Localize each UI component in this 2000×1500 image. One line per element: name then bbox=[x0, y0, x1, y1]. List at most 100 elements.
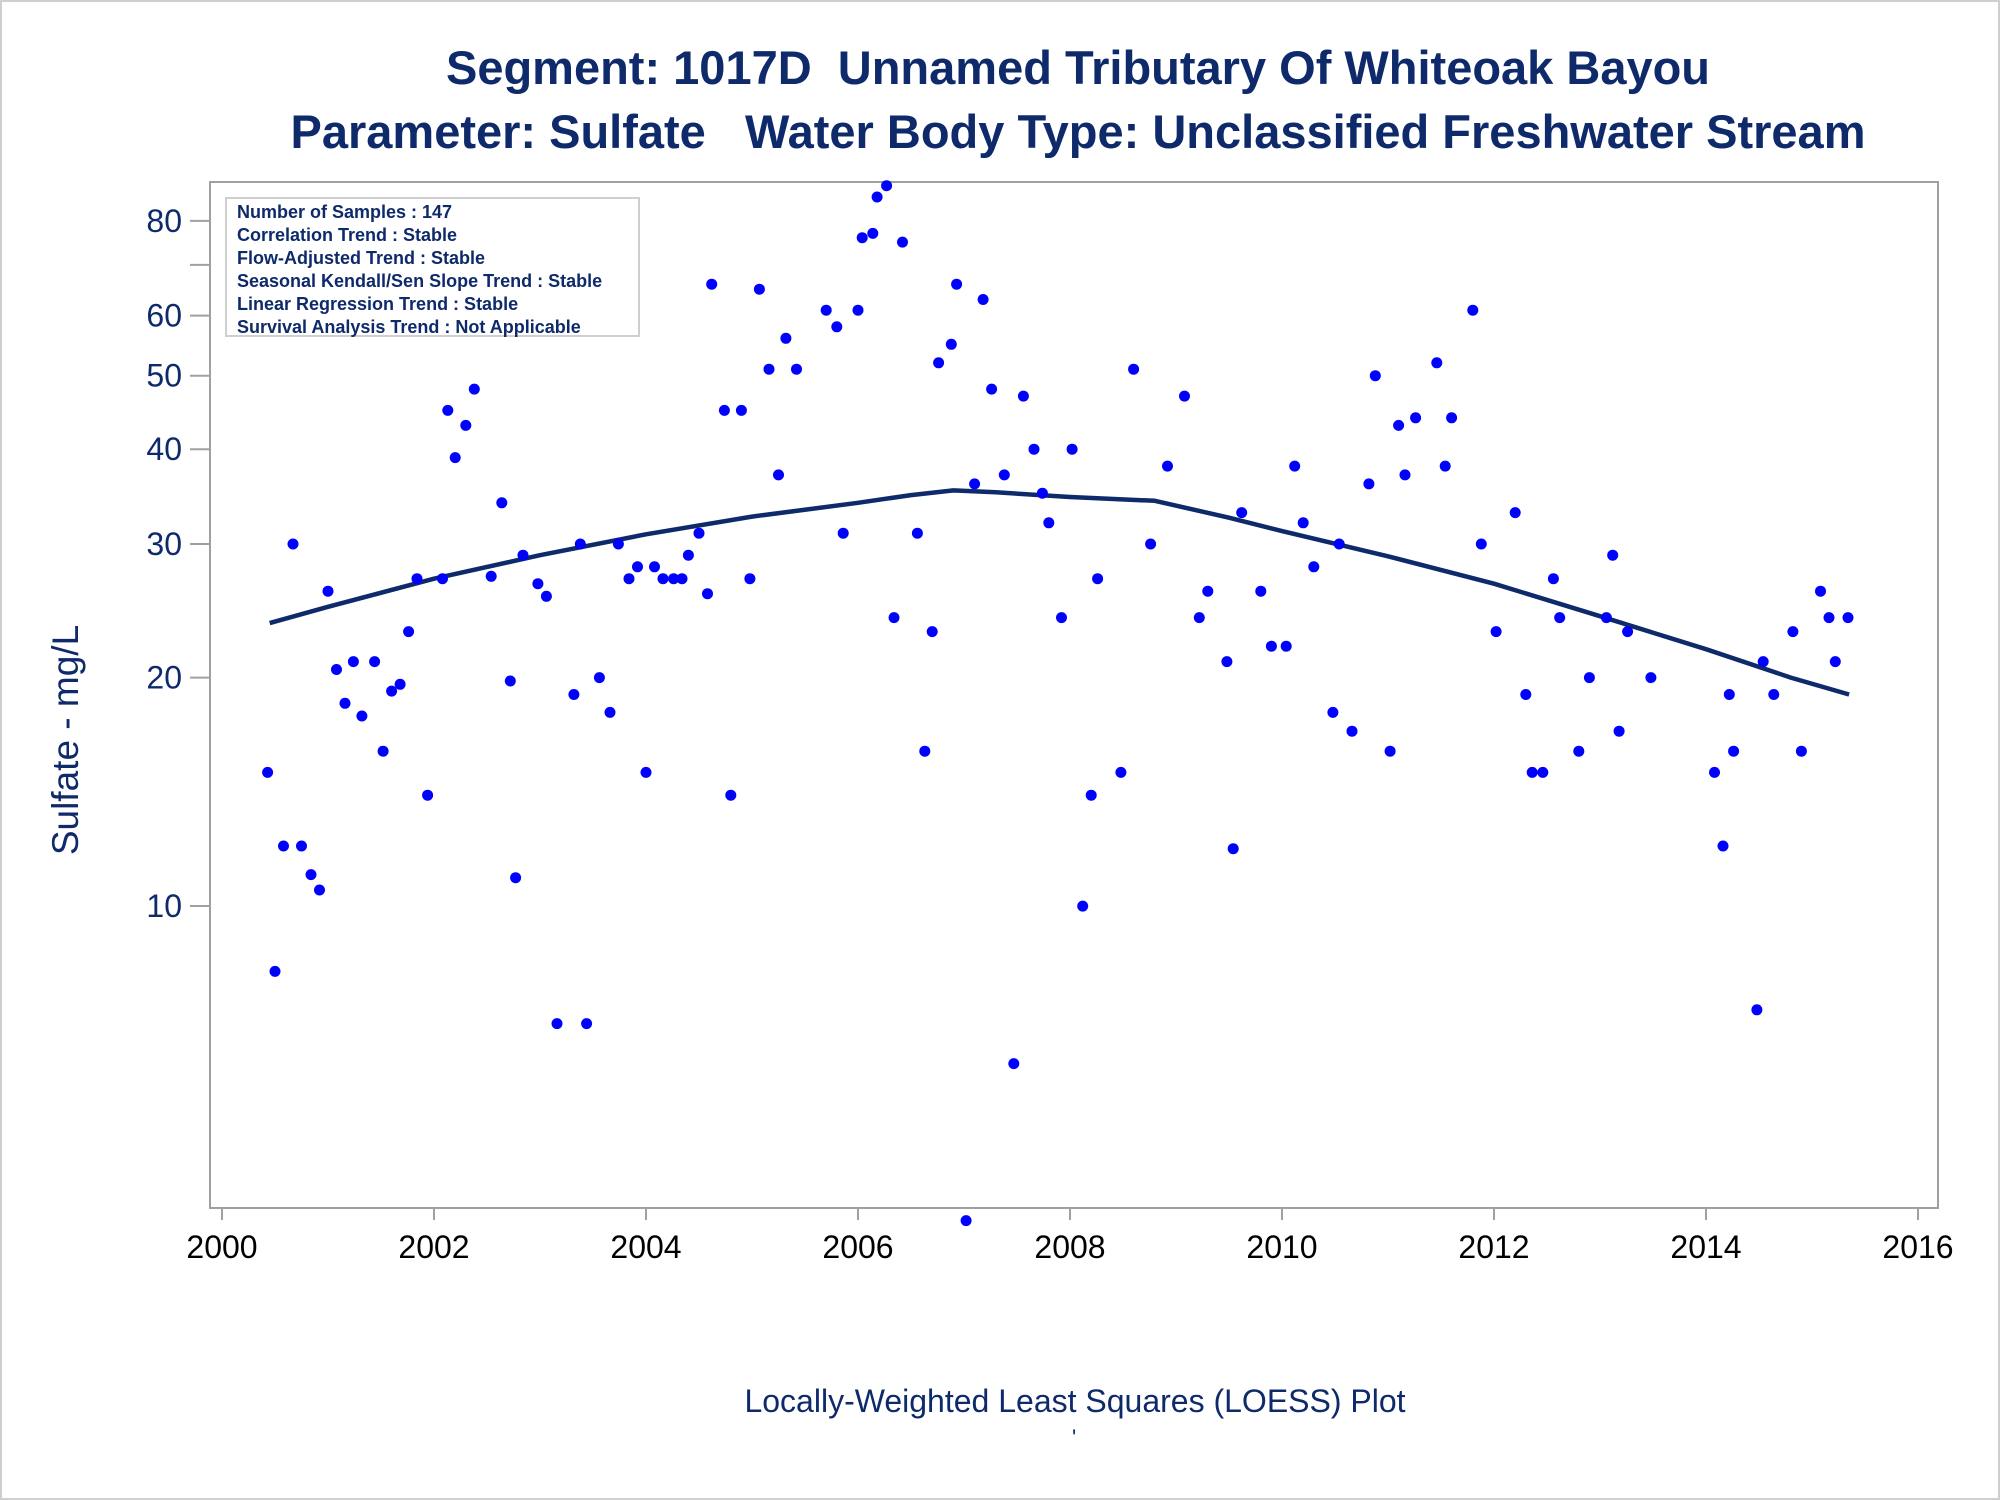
data-point bbox=[278, 840, 289, 852]
data-point bbox=[676, 573, 688, 585]
data-point bbox=[1431, 357, 1443, 369]
data-point bbox=[693, 527, 705, 539]
y-tick-label: 60 bbox=[146, 298, 182, 334]
data-point bbox=[442, 404, 454, 416]
data-point bbox=[998, 469, 1010, 481]
data-point bbox=[1193, 612, 1205, 624]
data-point bbox=[856, 232, 868, 244]
data-point bbox=[1043, 517, 1055, 529]
data-point bbox=[919, 745, 931, 757]
data-point bbox=[1028, 443, 1040, 455]
data-point bbox=[933, 357, 945, 369]
data-point bbox=[668, 573, 680, 585]
data-point bbox=[1145, 538, 1157, 550]
y-tick-label: 20 bbox=[146, 660, 182, 696]
y-tick-label: 80 bbox=[146, 203, 182, 239]
data-point bbox=[1393, 419, 1405, 431]
data-point bbox=[852, 304, 864, 316]
data-point bbox=[867, 227, 879, 239]
data-point bbox=[1162, 460, 1173, 472]
data-point bbox=[702, 588, 713, 600]
data-point bbox=[1179, 390, 1190, 402]
x-tick-label: 2004 bbox=[610, 1229, 681, 1265]
x-tick-label: 2012 bbox=[1458, 1229, 1529, 1265]
data-point bbox=[460, 419, 472, 431]
data-point bbox=[574, 538, 586, 550]
data-point bbox=[682, 549, 694, 561]
data-point bbox=[1085, 789, 1097, 801]
data-point bbox=[1333, 538, 1345, 550]
trend-stat-line: Survival Analysis Trend : Not Applicable bbox=[237, 317, 581, 337]
data-point bbox=[977, 294, 989, 305]
data-point bbox=[296, 840, 307, 852]
data-point bbox=[510, 872, 522, 884]
data-point bbox=[449, 452, 461, 464]
data-point bbox=[356, 710, 368, 722]
data-point bbox=[623, 573, 635, 585]
data-point bbox=[612, 538, 624, 550]
data-point bbox=[1115, 766, 1127, 778]
data-point bbox=[1795, 745, 1807, 757]
chart-title-line-2: Parameter: Sulfate Water Body Type: Uncl… bbox=[290, 105, 1866, 158]
data-point bbox=[1399, 469, 1411, 481]
data-point bbox=[1221, 656, 1233, 668]
trend-stat-line: Correlation Trend : Stable bbox=[237, 225, 458, 245]
data-point bbox=[1709, 766, 1720, 778]
data-point bbox=[517, 549, 529, 561]
data-point bbox=[1227, 843, 1239, 855]
data-point bbox=[1056, 612, 1067, 624]
data-point bbox=[287, 538, 299, 550]
data-point bbox=[871, 191, 883, 203]
data-point bbox=[753, 283, 765, 295]
y-tick-label: 50 bbox=[146, 358, 182, 394]
data-point bbox=[1490, 626, 1502, 638]
data-point bbox=[1439, 460, 1451, 472]
data-point bbox=[322, 585, 334, 597]
data-point bbox=[1645, 672, 1657, 684]
data-point bbox=[1554, 612, 1566, 624]
data-point bbox=[1728, 745, 1740, 757]
plot-frame bbox=[209, 181, 1939, 1209]
data-point bbox=[394, 678, 406, 690]
data-point bbox=[649, 561, 660, 573]
data-point bbox=[403, 626, 415, 638]
data-point bbox=[632, 561, 643, 573]
data-point bbox=[657, 573, 669, 585]
data-point bbox=[1823, 612, 1835, 624]
data-point bbox=[820, 304, 832, 316]
data-point bbox=[1446, 412, 1458, 424]
chart-title-line-1: Segment: 1017D Unnamed Tributary Of Whit… bbox=[445, 41, 1711, 94]
data-point bbox=[331, 664, 342, 675]
trend-stats-box: Number of Samples : 147 Correlation Trend… bbox=[225, 197, 640, 337]
data-point bbox=[437, 573, 448, 585]
data-point bbox=[1622, 626, 1634, 638]
data-point bbox=[1723, 689, 1735, 700]
data-point bbox=[604, 706, 616, 718]
chart-footnote: Locally-Weighted Least Squares (LOESS) P… bbox=[744, 1383, 1406, 1419]
trend-stat-line: Seasonal Kendall/Sen Slope Trend : Stabl… bbox=[237, 271, 603, 291]
data-point bbox=[485, 570, 497, 582]
data-point bbox=[1751, 1004, 1763, 1016]
data-point bbox=[888, 612, 900, 624]
data-point bbox=[1757, 656, 1769, 668]
data-point bbox=[735, 404, 747, 416]
data-point bbox=[926, 626, 938, 638]
data-point bbox=[551, 1018, 563, 1030]
data-point bbox=[1327, 706, 1339, 718]
data-point bbox=[1077, 900, 1089, 912]
data-point bbox=[1008, 1058, 1020, 1070]
data-point bbox=[960, 1215, 972, 1227]
data-point bbox=[386, 685, 398, 697]
data-point bbox=[369, 656, 381, 668]
data-point bbox=[305, 869, 317, 881]
data-point bbox=[780, 332, 792, 344]
data-point bbox=[1308, 561, 1320, 573]
data-point bbox=[791, 363, 802, 375]
data-point bbox=[969, 478, 981, 490]
data-point bbox=[831, 321, 843, 333]
data-point bbox=[377, 745, 389, 757]
data-point bbox=[1202, 585, 1214, 597]
y-tick-label: 10 bbox=[146, 888, 182, 924]
x-tick-label: 2010 bbox=[1246, 1229, 1317, 1265]
